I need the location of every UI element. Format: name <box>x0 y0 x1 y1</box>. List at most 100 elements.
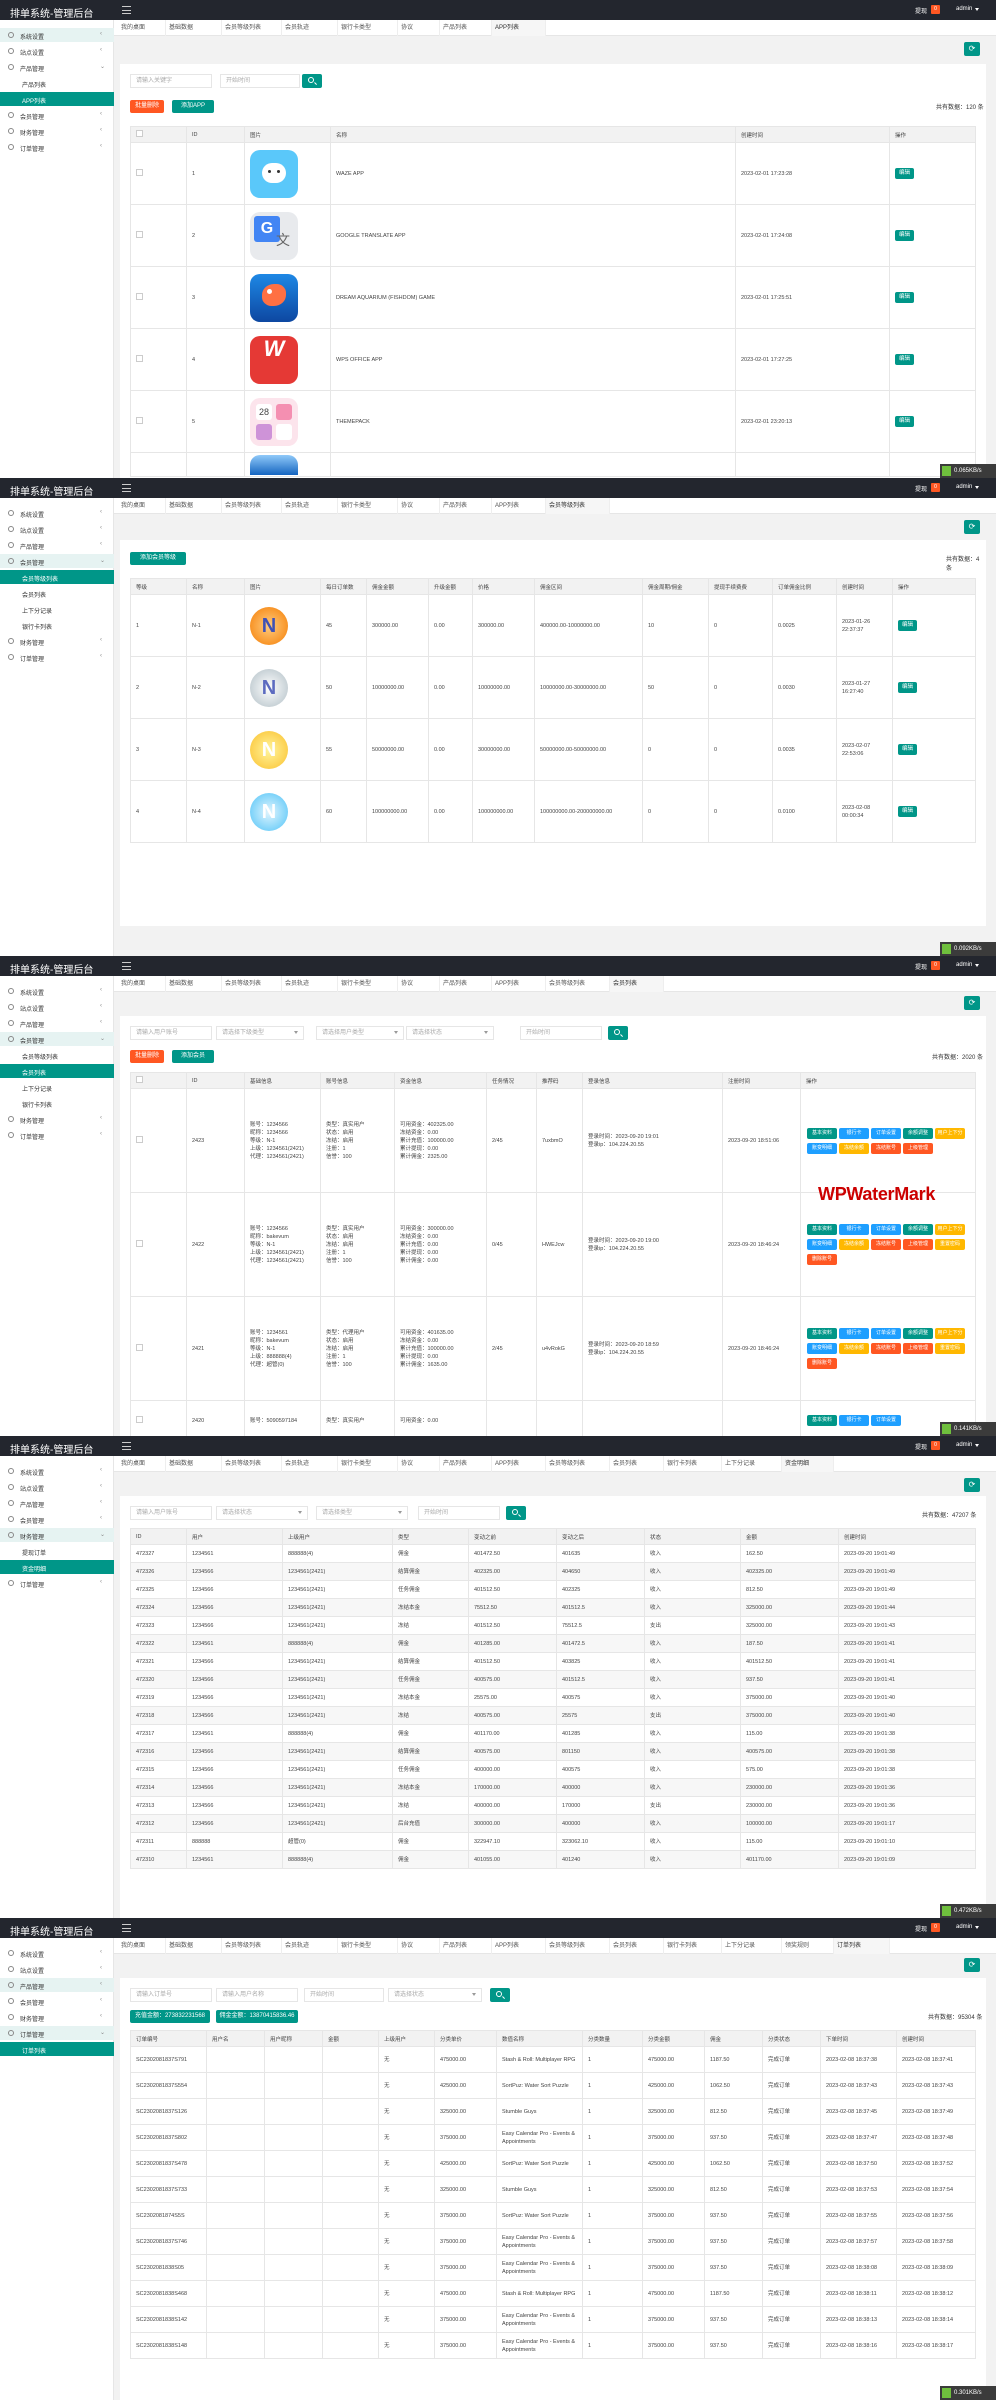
tab-member-level[interactable]: 会员等级列表 <box>546 498 610 514</box>
notice-link[interactable]: 提现 <box>915 1445 928 1451</box>
batch-delete-button[interactable]: 批量删除 <box>130 100 164 113</box>
tab-protocol[interactable]: 协议 <box>398 1938 440 1954</box>
notice-link[interactable]: 提现 <box>915 1927 928 1933</box>
tab-app-list[interactable]: APP列表 <box>492 1938 546 1954</box>
sidebar-item-system[interactable]: 系统设置 ‹ <box>0 28 114 42</box>
start-time-input[interactable]: 开始时间 <box>520 1026 602 1040</box>
op-button[interactable]: 上级管理 <box>903 1239 933 1250</box>
edit-button[interactable]: 编辑 <box>895 416 915 427</box>
tab-member-level[interactable]: 会员等级列表 <box>546 1456 610 1472</box>
order-no-input[interactable]: 请输入订单号 <box>130 1988 212 2002</box>
tab-bankcard-type[interactable]: 银行卡类型 <box>338 976 398 992</box>
tab-level[interactable]: 会员等级列表 <box>222 976 282 992</box>
op-button[interactable]: 重置密码 <box>935 1239 965 1250</box>
start-time-input[interactable]: 开始时间 <box>304 1988 384 2002</box>
status-select[interactable]: 请选择状态 <box>406 1026 494 1040</box>
tab-member-list[interactable]: 会员列表 <box>610 1938 664 1954</box>
status-select[interactable]: 请选择状态 <box>216 1506 308 1520</box>
op-button[interactable]: 用户上下分 <box>935 1224 965 1235</box>
sidebar-item-system[interactable]: 系统设置 ‹ <box>0 1464 114 1478</box>
chevron-down-icon[interactable] <box>975 486 979 489</box>
add-app-button[interactable]: 添加APP <box>172 100 214 113</box>
tab-product-list[interactable]: 产品列表 <box>440 1938 492 1954</box>
account-input[interactable]: 请输入用户账号 <box>130 1026 212 1040</box>
edit-button[interactable]: 编辑 <box>898 620 918 631</box>
sidebar-item-system[interactable]: 系统设置 ‹ <box>0 1946 114 1960</box>
tab-desktop[interactable]: 我的桌面 <box>118 1456 166 1472</box>
row-checkbox[interactable] <box>136 1135 143 1143</box>
tab-app-list[interactable]: APP列表 <box>492 976 546 992</box>
menu-toggle-icon[interactable] <box>122 484 131 492</box>
search-button[interactable] <box>302 74 322 88</box>
sidebar-item-bankcard[interactable]: 银行卡列表 <box>22 1103 53 1109</box>
op-button[interactable]: 用户上下分 <box>935 1127 965 1139</box>
tab-bankcard-type[interactable]: 银行卡类型 <box>338 1456 398 1472</box>
op-button[interactable]: 银行卡 <box>839 1328 869 1339</box>
tab-product-list[interactable]: 产品列表 <box>440 498 492 514</box>
op-button[interactable]: 银行卡 <box>839 1224 869 1235</box>
search-button[interactable] <box>506 1506 526 1520</box>
menu-toggle-icon[interactable] <box>122 1924 131 1932</box>
notice-link[interactable]: 提现 <box>915 9 928 15</box>
username-input[interactable]: 请输入用户名称 <box>216 1988 298 2002</box>
tab-track[interactable]: 会员轨迹 <box>282 976 338 992</box>
search-button[interactable] <box>608 1026 628 1040</box>
op-button[interactable]: 订单设置 <box>871 1224 901 1235</box>
tab-member-list[interactable]: 会员列表 <box>610 976 664 992</box>
sidebar-item-member[interactable]: 会员管理 ⌄ <box>0 554 114 568</box>
tab-track[interactable]: 会员轨迹 <box>282 498 338 514</box>
sidebar-item-product[interactable]: 产品管理 ‹ <box>0 1978 114 1992</box>
add-level-button[interactable]: 添加会员等级 <box>130 552 186 565</box>
tab-fund-detail[interactable]: 资金明细 <box>782 1456 834 1472</box>
tab-bankcard-type[interactable]: 银行卡类型 <box>338 20 398 36</box>
tab-app-list[interactable]: APP列表 <box>492 498 546 514</box>
menu-toggle-icon[interactable] <box>122 6 131 14</box>
sidebar-item-member-level[interactable]: 会员等级列表 <box>0 570 114 584</box>
row-checkbox[interactable] <box>136 1343 143 1351</box>
op-button[interactable]: 删除账号 <box>807 1358 837 1369</box>
sidebar-item-site[interactable]: 站点设置 ‹ <box>0 44 114 58</box>
status-select[interactable]: 请选择状态 <box>388 1988 482 2002</box>
op-button[interactable]: 删除账号 <box>807 1254 837 1265</box>
notice-link[interactable]: 提现 <box>915 965 928 971</box>
user-menu[interactable]: admin <box>956 484 973 490</box>
sidebar-item-withdraw[interactable]: 提现订单 <box>22 1551 47 1557</box>
op-button[interactable]: 订单设置 <box>871 1328 901 1339</box>
sidebar-item-fund-detail[interactable]: 资金明细 <box>0 1560 114 1574</box>
user-menu[interactable]: admin <box>956 1442 973 1448</box>
tab-level[interactable]: 会员等级列表 <box>222 1456 282 1472</box>
tab-desktop[interactable]: 我的桌面 <box>118 20 166 36</box>
header-select[interactable] <box>130 126 187 143</box>
notice-link[interactable]: 提现 <box>915 487 928 493</box>
row-checkbox[interactable] <box>136 292 143 300</box>
sidebar-item-finance[interactable]: 财务管理 ‹ <box>0 124 114 138</box>
refresh-button[interactable]: ⟳ <box>964 1958 980 1972</box>
op-button[interactable]: 上级管理 <box>903 1142 933 1154</box>
tab-app-list[interactable]: APP列表 <box>492 1456 546 1472</box>
tab-basic[interactable]: 基础数据 <box>166 976 222 992</box>
tab-product-list[interactable]: 产品列表 <box>440 1456 492 1472</box>
sidebar-item-member-level[interactable]: 会员等级列表 <box>22 1055 59 1061</box>
type-select[interactable]: 请选择类型 <box>316 1506 408 1520</box>
sidebar-item-product[interactable]: 产品管理 ‹ <box>0 1016 114 1030</box>
tab-protocol[interactable]: 协议 <box>398 1456 440 1472</box>
chevron-down-icon[interactable] <box>975 964 979 967</box>
user-type-select[interactable]: 请选择用户类型 <box>316 1026 404 1040</box>
sidebar-item-order[interactable]: 订单管理 ‹ <box>0 1576 114 1590</box>
user-menu[interactable]: admin <box>956 962 973 968</box>
op-button[interactable]: 冻结账号 <box>871 1343 901 1354</box>
tab-member-list[interactable]: 会员列表 <box>610 1456 664 1472</box>
edit-button[interactable]: 编辑 <box>895 230 915 241</box>
tab-points-log[interactable]: 上下分记录 <box>722 1938 782 1954</box>
op-button[interactable]: 用户上下分 <box>935 1328 965 1339</box>
op-button[interactable]: 冻结余额 <box>839 1142 869 1154</box>
row-checkbox[interactable] <box>136 354 143 362</box>
op-button[interactable]: 订单设置 <box>871 1127 901 1139</box>
sidebar-item-order[interactable]: 订单管理 ‹ <box>0 650 114 664</box>
op-button[interactable]: 基本资料 <box>807 1224 837 1235</box>
start-time-input[interactable]: 开始时间 <box>418 1506 500 1520</box>
row-checkbox[interactable] <box>136 230 143 238</box>
sidebar-item-bankcard[interactable]: 银行卡列表 <box>22 625 53 631</box>
edit-button[interactable]: 编辑 <box>895 292 915 303</box>
add-member-button[interactable]: 添加会员 <box>172 1050 214 1063</box>
